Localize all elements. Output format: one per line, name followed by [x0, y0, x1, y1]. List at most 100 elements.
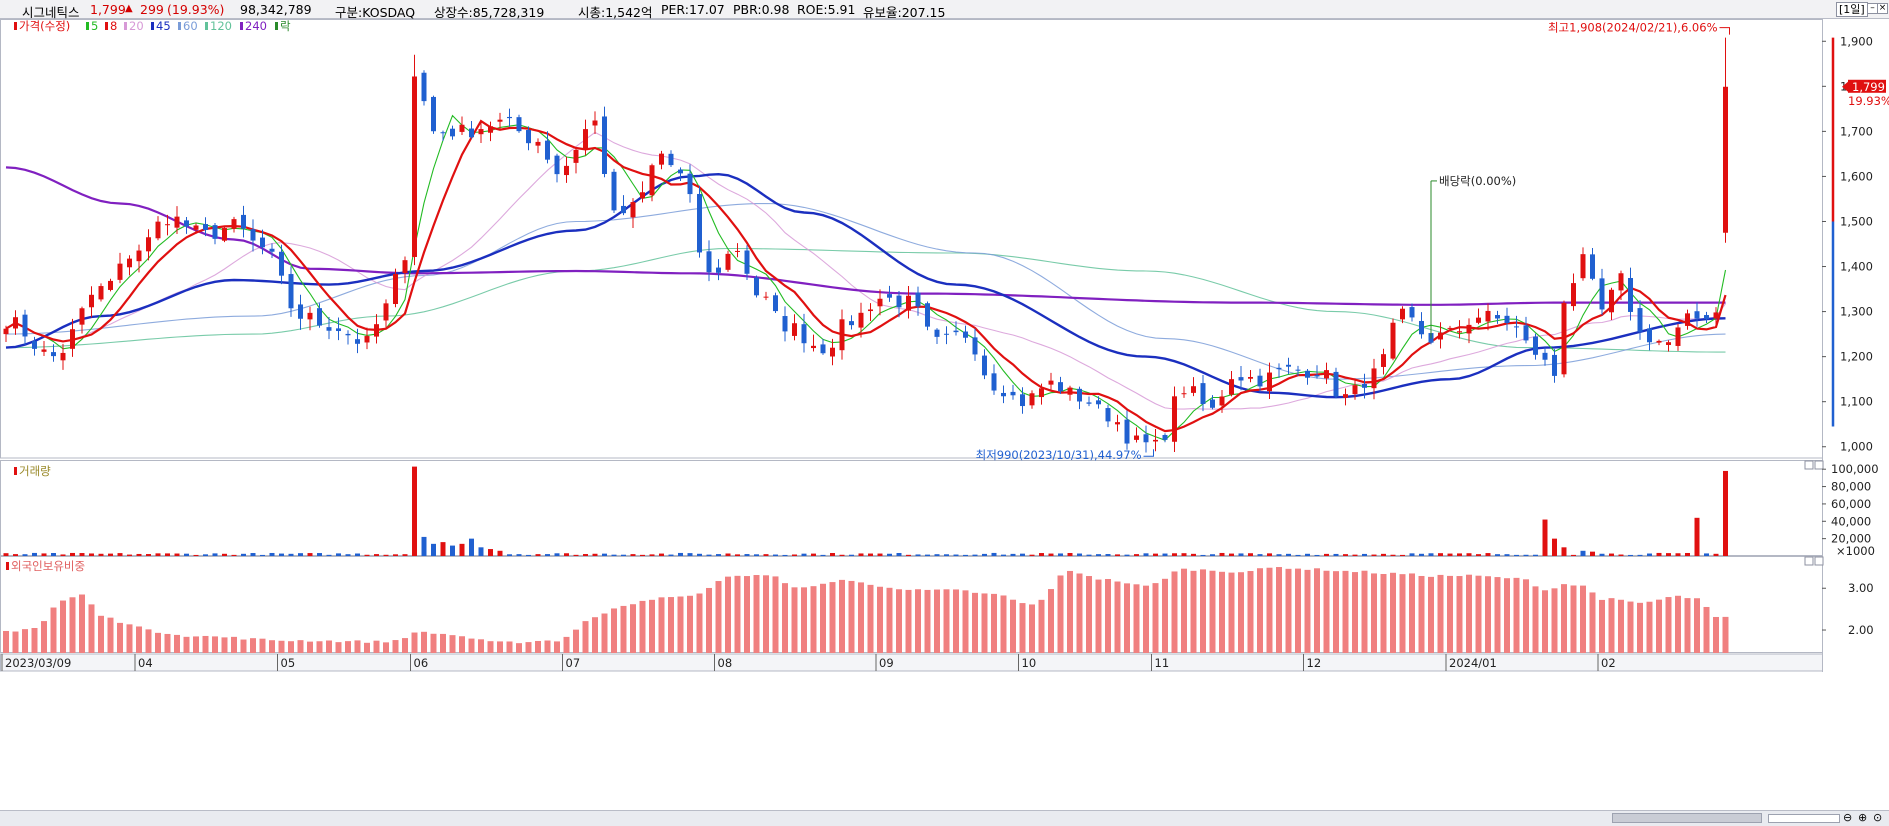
- volume-bar: [1381, 553, 1386, 556]
- candle-body: [108, 280, 113, 290]
- candle-body: [640, 192, 645, 199]
- volume-bar: [925, 554, 930, 556]
- price-change: 299: [140, 2, 164, 17]
- volume-bar: [1238, 553, 1244, 556]
- period-selector[interactable]: [1일]: [1836, 2, 1868, 17]
- foreign-bar: [1352, 572, 1358, 653]
- foreign-bar: [88, 604, 95, 653]
- volume-bar: [877, 553, 883, 556]
- volume-bar: [630, 554, 636, 556]
- candle-body: [1580, 254, 1586, 279]
- foreign-bar: [231, 636, 237, 653]
- volume-bar: [345, 554, 351, 556]
- candle-body: [1172, 396, 1177, 442]
- volume-bar: [1067, 553, 1073, 556]
- scroll-bar[interactable]: ⊖ ⊕ ⊙: [0, 810, 1889, 826]
- foreign-panel-title[interactable]: 외국인보유비중: [11, 559, 85, 573]
- candle-body: [849, 321, 854, 326]
- volume-bar: [1390, 554, 1396, 556]
- candle-body: [1096, 400, 1101, 405]
- candle-body: [1210, 399, 1215, 408]
- volume-bar: [592, 553, 598, 556]
- legend-ex-dividend[interactable]: 락: [280, 19, 291, 33]
- volume-bar: [402, 554, 408, 556]
- legend-ma-5[interactable]: 5: [91, 19, 98, 33]
- foreign-bar: [877, 586, 883, 653]
- candle-body: [687, 173, 693, 195]
- volume-bar: [858, 553, 864, 556]
- zoom-out-icon[interactable]: ⊖: [1843, 811, 1853, 824]
- zoom-slider[interactable]: [1768, 814, 1840, 823]
- foreign-bar: [1399, 574, 1406, 653]
- legend-ma-45[interactable]: 45: [156, 19, 171, 33]
- volume-bars: [3, 466, 1728, 556]
- legend-ma-20[interactable]: 20: [129, 19, 144, 33]
- scrollbar-thumb[interactable]: [1612, 813, 1762, 823]
- volume-panel-title[interactable]: 거래량: [19, 464, 51, 478]
- foreign-bar: [1171, 571, 1178, 653]
- volume-bar: [1286, 553, 1291, 556]
- foreign-bar: [991, 593, 997, 653]
- zoom-in-icon[interactable]: ⊕: [1858, 811, 1868, 824]
- x-tick-label: 06: [414, 656, 429, 670]
- legend-ma-60[interactable]: 60: [183, 19, 198, 33]
- candle-body: [1504, 315, 1510, 324]
- candle-body: [858, 312, 864, 328]
- volume-bar: [288, 553, 294, 556]
- candle-body: [1476, 317, 1481, 323]
- foreign-bar: [1646, 601, 1653, 653]
- candle-body: [925, 303, 930, 327]
- volume-bar: [1115, 554, 1120, 556]
- volume-bar: [1039, 553, 1044, 556]
- volume-bar: [1466, 553, 1472, 556]
- foreign-bar: [1580, 585, 1586, 653]
- volume-bar: [393, 554, 398, 556]
- candle-body: [1609, 289, 1614, 313]
- foreign-bar: [259, 638, 266, 653]
- foreign-bar: [392, 640, 399, 653]
- candle-body: [1124, 419, 1130, 444]
- candle-body: [1637, 308, 1643, 332]
- legend-ma-240[interactable]: 240: [245, 19, 267, 33]
- volume-bar: [507, 554, 512, 556]
- volume-bar: [184, 553, 189, 556]
- volume-bar: [1599, 553, 1605, 556]
- foreign-bar: [1532, 586, 1539, 653]
- stock-chart[interactable]: 1,9001,8001,7001,6001,5001,4001,3001,200…: [0, 19, 1889, 810]
- foreign-tick-label: 2.00: [1848, 623, 1874, 637]
- candle-body: [1086, 402, 1092, 404]
- close-icon[interactable]: ×: [1877, 3, 1888, 14]
- candle-body: [383, 303, 389, 321]
- foreign-bar: [240, 639, 247, 653]
- volume-bar: [963, 554, 968, 556]
- candle-body: [298, 304, 303, 319]
- volume-bar: [953, 554, 959, 556]
- legend-ma-8[interactable]: 8: [110, 19, 117, 33]
- legend-price[interactable]: 가격(수정): [19, 19, 70, 33]
- candle-body: [754, 277, 759, 296]
- candle-body: [1229, 379, 1234, 395]
- candle-body: [1599, 278, 1605, 310]
- candle-body: [830, 347, 835, 357]
- volume-bar: [1162, 553, 1168, 556]
- candle-body: [564, 165, 569, 176]
- change-up-icon: ▲: [125, 3, 133, 14]
- volume-bar: [3, 553, 9, 556]
- candle-body: [1314, 374, 1320, 377]
- legend-ma-120[interactable]: 120: [210, 19, 232, 33]
- zoom-reset-icon[interactable]: ⊙: [1873, 811, 1883, 824]
- volume-bar: [1628, 554, 1633, 556]
- volume-bar: [1571, 554, 1576, 556]
- foreign-bar: [1086, 576, 1092, 653]
- candle-body: [393, 273, 398, 305]
- candle-body: [763, 296, 769, 298]
- stock-name[interactable]: 시그네틱스: [22, 5, 80, 20]
- candle-body: [868, 309, 873, 312]
- foreign-bar: [630, 604, 636, 653]
- candle-body: [260, 237, 265, 248]
- foreign-bar: [677, 596, 684, 653]
- volume-bar: [896, 552, 902, 556]
- candle-body: [3, 328, 9, 335]
- foreign-bar: [1095, 579, 1102, 653]
